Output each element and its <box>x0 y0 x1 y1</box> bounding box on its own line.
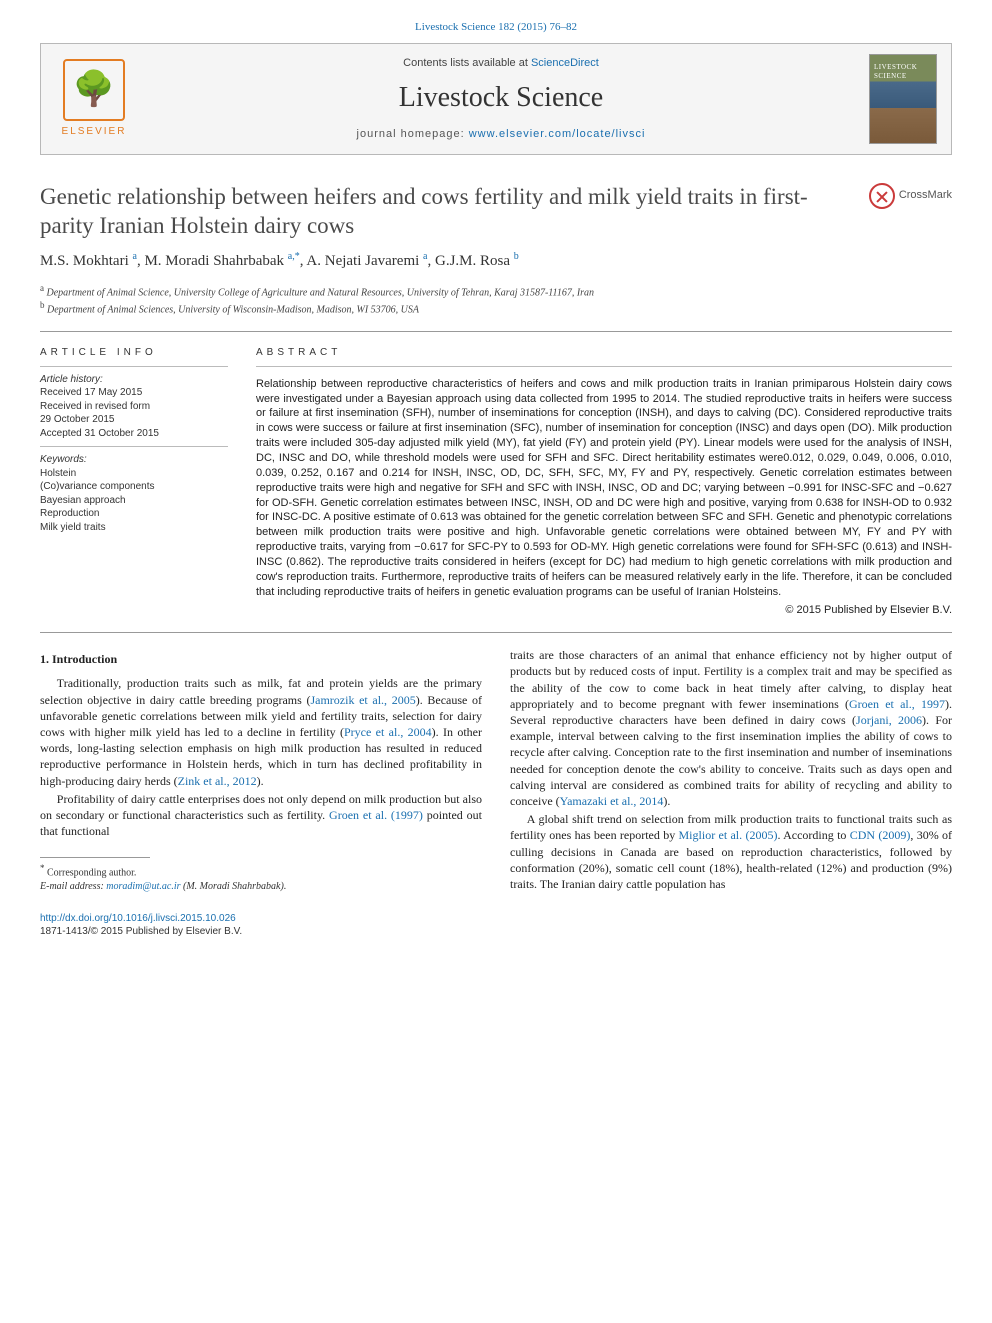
intro-heading: 1. Introduction <box>40 651 482 667</box>
history-line: Received in revised form <box>40 400 228 414</box>
sciencedirect-link[interactable]: ScienceDirect <box>531 57 599 69</box>
affiliation-a: a Department of Animal Science, Universi… <box>40 282 952 300</box>
intro-p3: traits are those characters of an animal… <box>510 647 952 809</box>
keywords-label: Keywords: <box>40 453 228 467</box>
affiliation-b-text: Department of Animal Sciences, Universit… <box>47 305 419 316</box>
abstract: ABSTRACT Relationship between reproducti… <box>256 346 952 618</box>
contents-line-text: Contents lists available at <box>403 57 531 69</box>
text: . According to <box>777 828 849 842</box>
keyword: (Co)variance components <box>40 480 228 494</box>
history-line: Received 17 May 2015 <box>40 386 228 400</box>
journal-header: 🌳 ELSEVIER Contents lists available at S… <box>40 43 952 155</box>
cover-title: LIVESTOCK SCIENCE <box>874 63 936 82</box>
corresponding-email: E-mail address: moradim@ut.ac.ir (M. Mor… <box>40 880 482 894</box>
corresponding-author: * Corresponding author. <box>40 862 482 880</box>
citation-link[interactable]: Miglior et al. (2005) <box>679 828 778 842</box>
divider <box>40 632 952 633</box>
citation-link[interactable]: Groen et al. (1997) <box>329 808 423 822</box>
citation-header: Livestock Science 182 (2015) 76–82 <box>40 20 952 35</box>
body-text: 1. Introduction Traditionally, productio… <box>40 647 952 894</box>
homepage-line: journal homepage: www.elsevier.com/locat… <box>133 127 869 142</box>
corr-text: Corresponding author. <box>47 868 136 879</box>
history-line: Accepted 31 October 2015 <box>40 427 228 441</box>
author-list: M.S. Mokhtari a, M. Moradi Shahrbabak a,… <box>40 250 952 271</box>
divider <box>40 331 952 332</box>
history-line: 29 October 2015 <box>40 413 228 427</box>
citation-link[interactable]: CDN (2009) <box>850 828 911 842</box>
citation-link[interactable]: Jamrozik et al., 2005 <box>310 693 415 707</box>
history-label: Article history: <box>40 373 228 387</box>
intro-p4: A global shift trend on selection from m… <box>510 811 952 892</box>
doi-link[interactable]: http://dx.doi.org/10.1016/j.livsci.2015.… <box>40 913 236 924</box>
journal-cover: LIVESTOCK SCIENCE <box>869 54 937 144</box>
citation-link[interactable]: Pryce et al., 2004 <box>344 725 432 739</box>
text: ). <box>663 794 670 808</box>
email-label: E-mail address: <box>40 881 106 892</box>
article-title: Genetic relationship between heifers and… <box>40 183 869 241</box>
elsevier-logo: 🌳 ELSEVIER <box>55 56 133 142</box>
citation-link[interactable]: Yamazaki et al., 2014 <box>560 794 664 808</box>
contents-line: Contents lists available at ScienceDirec… <box>133 56 869 71</box>
crossmark-label: CrossMark <box>899 188 952 203</box>
crossmark-badge[interactable]: CrossMark <box>869 183 952 209</box>
journal-name: Livestock Science <box>133 79 869 117</box>
header-center: Contents lists available at ScienceDirec… <box>133 56 869 141</box>
citation-link[interactable]: Jorjani, 2006 <box>856 713 922 727</box>
homepage-url[interactable]: www.elsevier.com/locate/livsci <box>469 128 646 140</box>
elsevier-tree-icon: 🌳 <box>63 59 125 121</box>
footnote-block: * Corresponding author. E-mail address: … <box>40 857 482 893</box>
affiliations: a Department of Animal Science, Universi… <box>40 282 952 318</box>
doi-block: http://dx.doi.org/10.1016/j.livsci.2015.… <box>40 912 952 939</box>
affiliation-b: b Department of Animal Sciences, Univers… <box>40 299 952 317</box>
email-link[interactable]: moradim@ut.ac.ir <box>106 881 180 892</box>
keyword: Holstein <box>40 467 228 481</box>
keyword: Reproduction <box>40 507 228 521</box>
affiliation-a-text: Department of Animal Science, University… <box>47 287 595 298</box>
keyword: Bayesian approach <box>40 494 228 508</box>
abstract-copyright: © 2015 Published by Elsevier B.V. <box>256 603 952 618</box>
email-name: (M. Moradi Shahrbabak). <box>181 881 287 892</box>
keyword: Milk yield traits <box>40 521 228 535</box>
abstract-text: Relationship between reproductive charac… <box>256 377 952 600</box>
abstract-heading: ABSTRACT <box>256 346 952 360</box>
intro-p1: Traditionally, production traits such as… <box>40 675 482 788</box>
intro-p2: Profitability of dairy cattle enterprise… <box>40 791 482 840</box>
citation-link[interactable]: Zink et al., 2012 <box>178 774 257 788</box>
homepage-label: journal homepage: <box>357 128 469 140</box>
crossmark-icon <box>869 183 895 209</box>
elsevier-label: ELSEVIER <box>62 125 127 139</box>
article-info-heading: ARTICLE INFO <box>40 346 228 360</box>
issn-line: 1871-1413/© 2015 Published by Elsevier B… <box>40 926 242 937</box>
citation-link[interactable]: Groen et al., 1997 <box>849 697 945 711</box>
text: ). <box>257 774 264 788</box>
article-info: ARTICLE INFO Article history: Received 1… <box>40 346 228 618</box>
